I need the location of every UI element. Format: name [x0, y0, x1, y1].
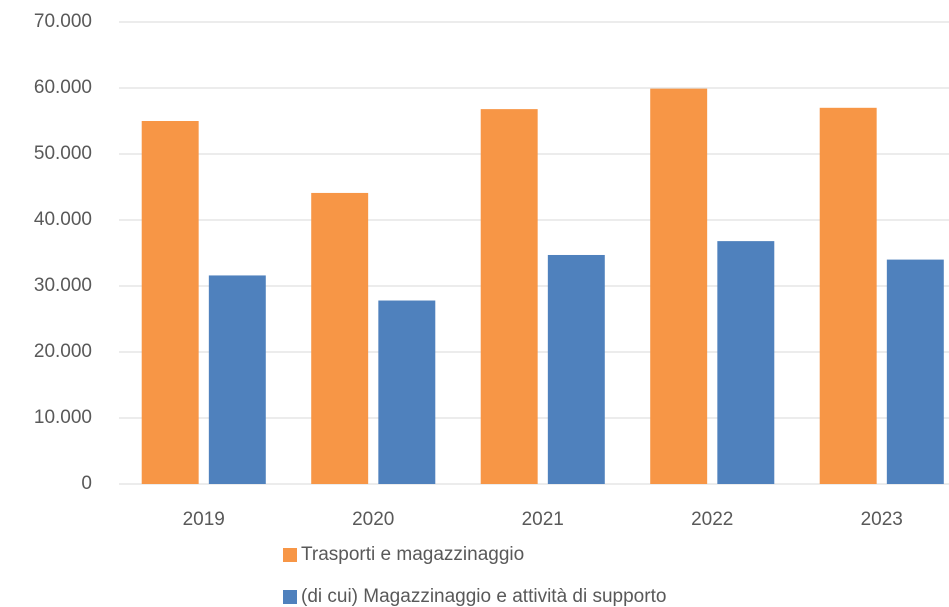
bar — [141, 121, 199, 484]
bar — [886, 259, 944, 484]
bar — [208, 275, 266, 484]
y-tick-label: 30.000 — [34, 275, 92, 296]
bar — [547, 254, 605, 484]
bar — [311, 192, 369, 484]
y-tick-label: 40.000 — [34, 209, 92, 230]
bar — [378, 300, 436, 484]
y-tick-label: 60.000 — [34, 77, 92, 98]
legend-label: Trasporti e magazzinaggio — [301, 544, 524, 565]
x-tick-label: 2023 — [861, 509, 903, 530]
x-tick-label: 2020 — [352, 509, 394, 530]
x-tick-label: 2022 — [691, 509, 733, 530]
legend-swatch — [283, 590, 297, 604]
legend-swatch — [283, 548, 297, 562]
y-tick-label: 70.000 — [34, 11, 92, 32]
y-tick-label: 0 — [81, 473, 92, 494]
y-tick-label: 50.000 — [34, 143, 92, 164]
y-tick-label: 10.000 — [34, 407, 92, 428]
legend-label: (di cui) Magazzinaggio e attività di sup… — [301, 586, 666, 607]
x-tick-label: 2021 — [522, 509, 564, 530]
bar — [650, 88, 708, 484]
bar — [819, 107, 877, 485]
x-tick-label: 2019 — [183, 509, 225, 530]
bar — [717, 241, 775, 484]
bar — [480, 109, 538, 485]
y-tick-label: 20.000 — [34, 341, 92, 362]
